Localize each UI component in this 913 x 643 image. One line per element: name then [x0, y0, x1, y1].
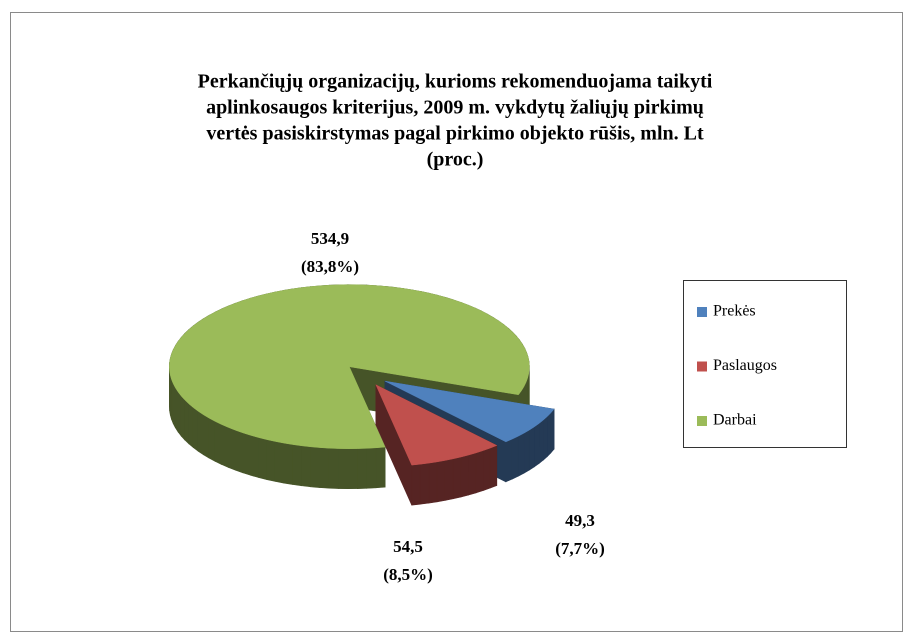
slice-face [197, 410, 204, 456]
slice-face [266, 439, 276, 482]
slice-face [517, 432, 525, 477]
chart-title: Perkančiųjų organizacijų, kurioms rekome… [198, 71, 713, 93]
slice-face [274, 441, 285, 484]
slice-face [547, 412, 552, 458]
slice-face [338, 448, 349, 490]
legend-box [683, 280, 847, 448]
slice-face [292, 444, 302, 487]
slice-face [172, 383, 176, 428]
slice [375, 384, 498, 506]
slice-face [184, 399, 190, 445]
slice-face [482, 447, 491, 491]
slice-face [319, 447, 330, 489]
slice-face [283, 442, 293, 485]
slice-face [177, 391, 182, 437]
data-label: 49,3 [565, 511, 595, 530]
slice-face [468, 452, 477, 496]
slice-face [538, 419, 544, 465]
slice-face [523, 429, 530, 474]
slice-face [258, 437, 268, 480]
legend-label: Darbai [713, 412, 757, 429]
data-label: (83,8%) [301, 257, 359, 276]
slice-face [419, 462, 430, 505]
slice-face [347, 448, 358, 490]
slice-face [550, 408, 555, 454]
chart-title: aplinkosaugos kriterijus, 2009 m. vykdyt… [206, 97, 704, 119]
data-label: (7,7%) [555, 539, 605, 558]
data-label: 54,5 [393, 537, 423, 556]
legend-swatch [697, 416, 707, 426]
slice-face [543, 415, 548, 461]
chart-title: vertės pasiskirstymas pagal pirkimo obje… [206, 123, 704, 145]
slice-face [188, 403, 194, 449]
slice-face [428, 461, 438, 504]
slice-face [310, 446, 321, 488]
slice-face [436, 460, 446, 503]
slice-face [328, 447, 339, 489]
slice-face [180, 395, 186, 441]
slice-face [534, 422, 540, 468]
slice-face [228, 426, 236, 471]
slice-face [242, 432, 251, 476]
slice-face [366, 447, 377, 489]
chart-title: (proc.) [427, 149, 484, 171]
slice-face [511, 435, 519, 480]
slice-face [357, 448, 367, 489]
slice-face [375, 384, 498, 466]
slice-face [375, 446, 386, 489]
slice-face [505, 438, 513, 483]
slice-face [384, 380, 555, 443]
slice-face [169, 284, 530, 449]
slice-face [411, 463, 421, 506]
slice-face [192, 406, 199, 452]
legend-swatch [697, 361, 707, 372]
slice-face [460, 454, 469, 498]
legend-label: Prekės [713, 303, 756, 320]
slice-face [221, 424, 229, 468]
legend-swatch [697, 307, 707, 317]
data-label: (8,5%) [383, 565, 433, 584]
slice-face [528, 426, 535, 471]
slice-face [203, 414, 210, 459]
slice-face [301, 445, 312, 488]
slice-face [214, 420, 222, 465]
data-label: 534,9 [311, 229, 349, 248]
slice-face [489, 445, 498, 489]
legend-label: Paslaugos [713, 357, 777, 374]
slice-face [444, 458, 454, 501]
slice-face [475, 450, 484, 494]
slice-face [235, 429, 244, 474]
slice-face [175, 386, 179, 433]
slice-face [452, 456, 462, 500]
slice-face [250, 434, 259, 478]
slice-face [208, 417, 216, 462]
